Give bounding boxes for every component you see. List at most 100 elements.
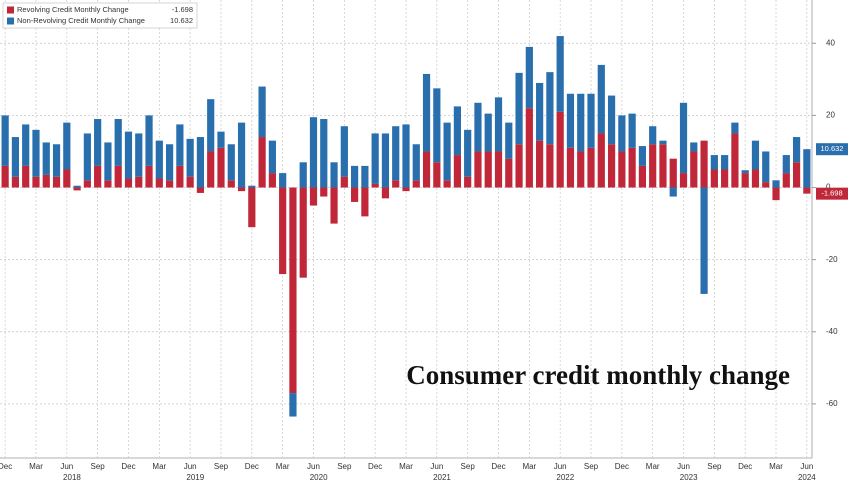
bar [772, 180, 780, 188]
x-tick-label: Jun [800, 462, 813, 471]
bar [484, 151, 492, 188]
bar [433, 162, 441, 188]
bar [135, 176, 143, 188]
bar [83, 133, 91, 181]
bar [546, 72, 554, 145]
y-tick-label: 0 [826, 183, 831, 192]
legend-box [2, 2, 198, 29]
y-tick-label: 20 [826, 111, 835, 120]
legend-label: Non-Revolving Credit Monthly Change [17, 16, 145, 25]
y-tick-label: -20 [826, 255, 838, 264]
bar [443, 122, 451, 181]
bar [227, 144, 235, 181]
bar [566, 93, 575, 148]
bar [741, 170, 749, 174]
value-tag [816, 143, 848, 156]
bar [73, 187, 81, 191]
bar [258, 137, 266, 188]
bar [207, 151, 215, 188]
bar [536, 140, 544, 188]
bar [237, 187, 246, 192]
bar [186, 176, 194, 188]
bar [155, 178, 163, 188]
bar [587, 147, 595, 188]
bar [659, 144, 667, 188]
bar [464, 176, 472, 188]
x-tick-label: Jun [60, 462, 73, 471]
bar [782, 173, 790, 188]
bar [792, 137, 801, 163]
x-tick-label: Jun [307, 462, 320, 471]
bar [371, 133, 379, 184]
bar [299, 187, 307, 278]
bar [525, 108, 533, 188]
bar [443, 180, 451, 188]
bar [176, 124, 184, 166]
x-tick-label: Mar [522, 462, 536, 471]
bar [392, 180, 400, 188]
bar [268, 140, 276, 174]
bar [628, 113, 636, 148]
bar [710, 169, 718, 188]
bar [351, 165, 359, 188]
bar [577, 151, 585, 188]
value-tag-label: 10.632 [821, 144, 844, 153]
bar [690, 151, 698, 188]
bar [340, 176, 348, 188]
bar [731, 122, 739, 134]
bar [145, 115, 153, 166]
bar [248, 185, 256, 188]
bar [422, 73, 431, 152]
bar [330, 162, 338, 188]
bar [721, 169, 729, 188]
bar [207, 99, 215, 152]
bar [792, 162, 801, 188]
bar [505, 122, 513, 159]
x-tick-label: Sep [337, 462, 352, 471]
bar [104, 180, 112, 188]
bar [268, 173, 276, 188]
bar [607, 144, 616, 188]
bar [679, 173, 688, 188]
bar [279, 173, 287, 188]
bar [474, 151, 482, 188]
bar [124, 131, 133, 179]
bar [577, 93, 585, 152]
bar [237, 122, 246, 188]
bar [659, 140, 667, 145]
x-tick-label: Sep [214, 462, 229, 471]
bar [42, 174, 50, 188]
bar [803, 187, 811, 194]
bar [145, 165, 153, 188]
bar [32, 129, 40, 177]
bar [587, 93, 595, 148]
bar [114, 165, 122, 188]
bar [546, 144, 554, 188]
bar [289, 393, 297, 417]
bar [63, 122, 71, 170]
bar [741, 173, 749, 188]
bar [618, 151, 626, 188]
bar [597, 133, 605, 188]
bar [412, 180, 420, 188]
bar [782, 155, 790, 174]
bar [453, 155, 461, 188]
bar [453, 106, 461, 156]
bar [751, 140, 760, 170]
legend-label: Revolving Credit Monthly Change [17, 5, 129, 14]
value-tag [816, 187, 848, 200]
bar [494, 151, 503, 188]
x-group-label: 2022 [556, 473, 574, 482]
y-tick-label: -60 [826, 399, 838, 408]
bar [669, 187, 677, 197]
legend-value: 10.632 [170, 16, 193, 25]
bar [618, 115, 626, 152]
bar [638, 165, 647, 188]
bar [309, 117, 318, 188]
bar [22, 124, 30, 166]
bar [597, 64, 605, 134]
bar [638, 146, 647, 166]
bar [515, 72, 523, 145]
bar [165, 180, 174, 188]
